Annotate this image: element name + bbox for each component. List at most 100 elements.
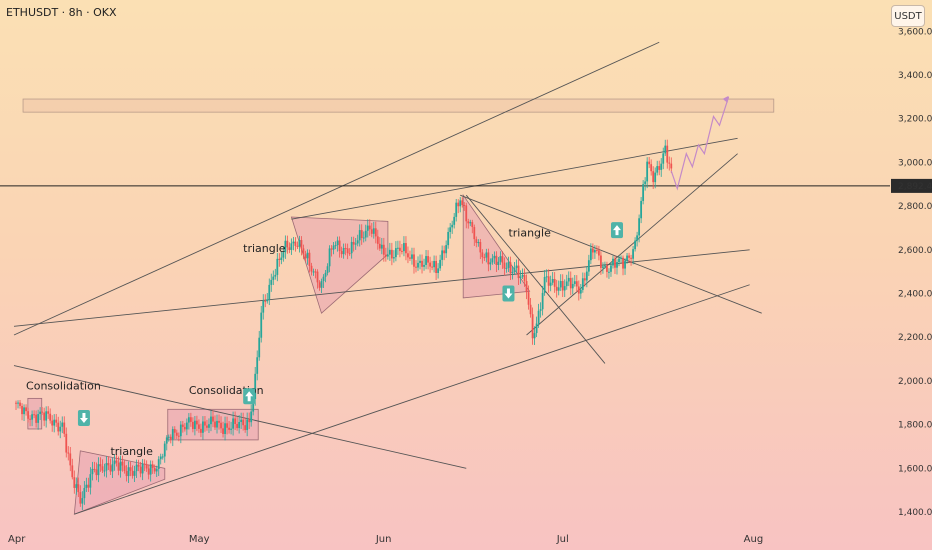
candle-body[interactable] xyxy=(246,419,249,431)
candle-body[interactable] xyxy=(39,411,42,415)
candle-body[interactable] xyxy=(252,399,255,412)
candle-body[interactable] xyxy=(103,470,106,472)
candle-body[interactable] xyxy=(196,420,198,425)
candle-body[interactable] xyxy=(523,274,526,282)
candle-body[interactable] xyxy=(507,262,510,268)
candle-body[interactable] xyxy=(342,248,345,255)
candle-body[interactable] xyxy=(139,466,142,474)
candle-body[interactable] xyxy=(183,426,186,430)
candle-body[interactable] xyxy=(461,200,464,205)
candle-body[interactable] xyxy=(177,435,180,437)
candle-body[interactable] xyxy=(555,286,558,291)
candle-body[interactable] xyxy=(27,411,29,419)
candle-body[interactable] xyxy=(198,424,200,429)
candle-body[interactable] xyxy=(624,260,626,269)
candle-body[interactable] xyxy=(53,419,56,426)
candle-body[interactable] xyxy=(19,402,21,406)
candle-body[interactable] xyxy=(171,429,174,440)
candle-body[interactable] xyxy=(25,407,27,412)
candle-body[interactable] xyxy=(262,300,265,313)
candle-body[interactable] xyxy=(350,241,353,254)
candle-body[interactable] xyxy=(169,436,172,440)
candle-body[interactable] xyxy=(495,255,498,266)
candle-body[interactable] xyxy=(133,471,136,476)
candle-body[interactable] xyxy=(366,225,369,231)
candle-body[interactable] xyxy=(644,181,647,185)
candle-body[interactable] xyxy=(608,271,610,273)
candle-body[interactable] xyxy=(668,162,671,164)
candle-body[interactable] xyxy=(23,407,25,415)
candle-body[interactable] xyxy=(457,202,460,207)
candle-body[interactable] xyxy=(212,416,214,422)
trendline[interactable] xyxy=(13,41,660,336)
candle-body[interactable] xyxy=(652,171,655,183)
candle-body[interactable] xyxy=(165,437,168,444)
candle-body[interactable] xyxy=(591,248,594,253)
candle-body[interactable] xyxy=(463,204,466,206)
candle-body[interactable] xyxy=(280,257,283,260)
candle-body[interactable] xyxy=(270,279,273,285)
candle-body[interactable] xyxy=(284,240,287,253)
candle-body[interactable] xyxy=(191,421,194,430)
candle-body[interactable] xyxy=(236,423,239,429)
candle-body[interactable] xyxy=(348,253,351,255)
candle-body[interactable] xyxy=(121,461,124,466)
candle-body[interactable] xyxy=(413,254,415,267)
candle-body[interactable] xyxy=(167,436,170,438)
candle-body[interactable] xyxy=(334,245,337,247)
candle-body[interactable] xyxy=(407,253,409,258)
candle-body[interactable] xyxy=(328,248,331,267)
candle-body[interactable] xyxy=(29,418,31,420)
candle-body[interactable] xyxy=(593,250,596,253)
candle-body[interactable] xyxy=(61,422,64,427)
trendline[interactable] xyxy=(13,365,467,469)
candle-body[interactable] xyxy=(220,422,222,429)
candle-body[interactable] xyxy=(65,433,68,453)
candle-body[interactable] xyxy=(268,284,271,300)
candle-body[interactable] xyxy=(567,277,570,282)
candle-body[interactable] xyxy=(441,250,444,260)
candle-body[interactable] xyxy=(620,257,622,259)
candle-body[interactable] xyxy=(344,248,347,250)
candle-body[interactable] xyxy=(228,427,230,430)
candle-body[interactable] xyxy=(453,216,456,225)
candle-body[interactable] xyxy=(656,166,659,173)
candle-body[interactable] xyxy=(294,241,297,246)
candle-body[interactable] xyxy=(654,172,657,183)
candle-body[interactable] xyxy=(155,468,158,472)
candle-body[interactable] xyxy=(583,278,586,281)
candle-body[interactable] xyxy=(423,264,425,267)
candle-body[interactable] xyxy=(318,282,321,288)
candle-body[interactable] xyxy=(577,286,580,294)
candle-body[interactable] xyxy=(336,240,339,246)
candle-body[interactable] xyxy=(308,252,311,266)
candle-body[interactable] xyxy=(598,250,600,256)
candle-body[interactable] xyxy=(37,414,40,423)
trendline[interactable] xyxy=(13,249,750,327)
candle-body[interactable] xyxy=(666,145,669,163)
candle-body[interactable] xyxy=(45,411,48,421)
candle-body[interactable] xyxy=(435,261,437,274)
candle-body[interactable] xyxy=(646,161,649,182)
candle-body[interactable] xyxy=(501,256,504,263)
candle-body[interactable] xyxy=(83,487,86,499)
candle-body[interactable] xyxy=(429,262,431,267)
candle-body[interactable] xyxy=(41,411,44,413)
candle-body[interactable] xyxy=(141,463,144,474)
candle-body[interactable] xyxy=(606,265,608,272)
candle-body[interactable] xyxy=(264,300,267,302)
candle-body[interactable] xyxy=(63,422,66,434)
candle-body[interactable] xyxy=(471,222,474,228)
candle-body[interactable] xyxy=(569,277,572,289)
candle-body[interactable] xyxy=(571,283,574,289)
candle-body[interactable] xyxy=(238,422,241,429)
candle-body[interactable] xyxy=(581,278,584,290)
candle-body[interactable] xyxy=(73,477,76,488)
candle-body[interactable] xyxy=(539,309,542,311)
candle-body[interactable] xyxy=(161,456,164,458)
candle-body[interactable] xyxy=(340,250,343,255)
candle-body[interactable] xyxy=(49,413,52,421)
symbol-title[interactable]: ETHUSDT · 8h · OKX xyxy=(6,6,117,19)
candle-body[interactable] xyxy=(397,247,399,249)
candle-body[interactable] xyxy=(602,266,604,268)
